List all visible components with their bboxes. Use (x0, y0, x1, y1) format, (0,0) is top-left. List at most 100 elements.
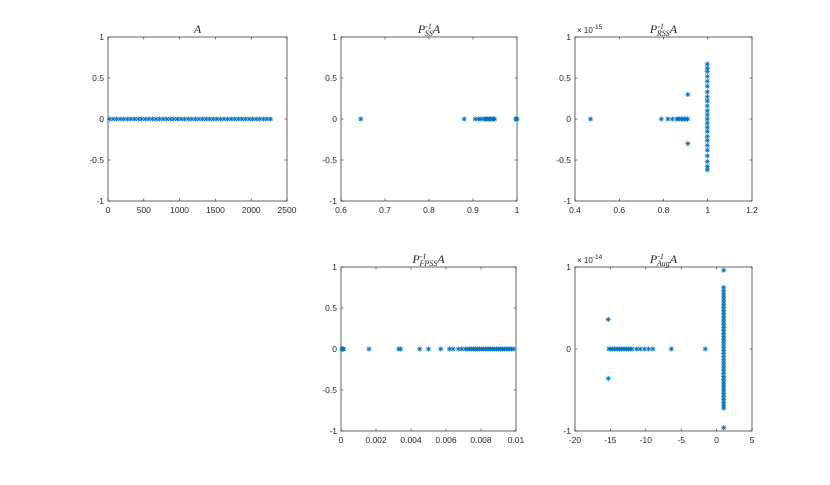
x-tick-label: 0.01 (508, 435, 525, 445)
x-tick-label: 500 (137, 205, 151, 215)
y-tick-label: -1 (563, 426, 571, 436)
data-point (721, 425, 727, 431)
data-point (366, 346, 372, 352)
x-tick-label: 0.7 (379, 205, 391, 215)
x-tick-label: 0.9 (467, 205, 479, 215)
data-point (587, 116, 594, 122)
x-tick-label: -15 (604, 435, 617, 445)
data-point (704, 116, 710, 122)
data-point (704, 89, 710, 95)
data-point (478, 116, 484, 122)
y-tick-label: 0 (99, 114, 104, 124)
y-tick-label: 1 (99, 32, 104, 42)
y-tick-label: 0.5 (325, 73, 337, 83)
subplot-p4: 0 0.002 0.004 0.006 0.008 0.01 -1 -0.5 0 0.5 1 P-1 F… (322, 252, 524, 445)
y-tick-label: 1 (332, 32, 337, 42)
subplot-title: P-1 RSSA (649, 22, 678, 38)
y-tick-label: -0.5 (89, 155, 104, 165)
y-tick-label: 0 (332, 344, 337, 354)
y-tick-label: 0 (566, 344, 571, 354)
data-point (117, 116, 123, 122)
x-tick-label: 2000 (242, 205, 261, 215)
data-point (267, 116, 274, 122)
data-point (704, 98, 710, 104)
data-point (510, 346, 516, 352)
x-tick-label: 1.2 (746, 205, 758, 215)
x-tick-label: 0.6 (335, 205, 347, 215)
y-tick-label: -1 (329, 196, 337, 206)
x-tick-label: 0 (339, 435, 344, 445)
data-point (704, 78, 710, 84)
data-point (341, 346, 347, 352)
data-point (685, 91, 691, 97)
data-point (669, 116, 675, 122)
data-point (704, 167, 710, 173)
data-point (156, 116, 163, 122)
data-point (629, 346, 635, 352)
data-point (704, 133, 710, 139)
x-tick-label: 1 (515, 205, 520, 215)
x-tick-label: 5 (750, 435, 755, 445)
data-point (462, 346, 468, 352)
data-point (450, 346, 456, 352)
data-point (438, 346, 444, 352)
y-tick-label: 0 (566, 114, 571, 124)
data-point (455, 346, 461, 352)
data-point (658, 116, 664, 122)
subplot-p3: 0.4 0.6 0.8 1 1.2 -1 -0.5 0 0.5 1 × 10-15 P-1 RSSA (556, 22, 758, 215)
subplot-title: P-1 SSA (417, 22, 441, 38)
data-point (232, 116, 238, 122)
y-tick-label: -1 (96, 196, 104, 206)
x-tick-label: -20 (569, 435, 582, 445)
y-tick-label: 0.5 (559, 73, 571, 83)
y-tick-label: -0.5 (322, 155, 337, 165)
y-tick-label: 0 (332, 114, 337, 124)
data-point (704, 73, 710, 79)
x-tick-label: 0.006 (435, 435, 457, 445)
axis-exponent-label: × 10-15 (577, 24, 603, 35)
data-point (260, 116, 266, 122)
data-point (704, 137, 710, 143)
data-point (704, 128, 710, 134)
x-tick-label: 0.8 (658, 205, 670, 215)
y-tick-label: 0.5 (325, 303, 337, 313)
data-point (417, 346, 423, 352)
data-point (264, 116, 270, 122)
data-point (514, 116, 520, 122)
y-tick-label: -1 (563, 196, 571, 206)
x-tick-label: 0.002 (365, 435, 387, 445)
subplot-title: P-1 FPSSA (411, 252, 445, 268)
x-tick-label: 0.008 (470, 435, 492, 445)
y-tick-label: 0.5 (92, 73, 104, 83)
data-point (704, 159, 710, 165)
data-point (650, 346, 656, 352)
data-point (637, 346, 643, 352)
y-tick-label: 1 (332, 262, 337, 272)
subplot-title: P-1 AugA (649, 252, 678, 268)
y-tick-label: -1 (329, 426, 337, 436)
x-tick-label: 0 (714, 435, 719, 445)
data-point (685, 116, 691, 122)
x-tick-label: 0.004 (400, 435, 422, 445)
data-point (425, 346, 432, 352)
data-point (702, 346, 708, 352)
data-point (605, 316, 611, 323)
y-tick-label: 1 (566, 262, 571, 272)
data-point (721, 267, 727, 273)
axis-exponent-label: × 10-14 (577, 254, 603, 265)
data-point (461, 116, 467, 122)
data-point (491, 116, 498, 122)
data-point (704, 68, 710, 75)
data-point (665, 116, 671, 122)
data-point (704, 83, 710, 89)
x-tick-label: 1000 (170, 205, 189, 215)
data-point (704, 124, 710, 130)
data-point (124, 116, 130, 122)
x-tick-label: 1500 (206, 205, 225, 215)
data-point (358, 116, 364, 122)
data-point (704, 153, 710, 159)
subplot-p5: -20 -15 -10 -5 0 5-101× 10-14 P-1 AugA (563, 252, 754, 445)
data-point (605, 375, 611, 382)
data-point (153, 116, 159, 122)
